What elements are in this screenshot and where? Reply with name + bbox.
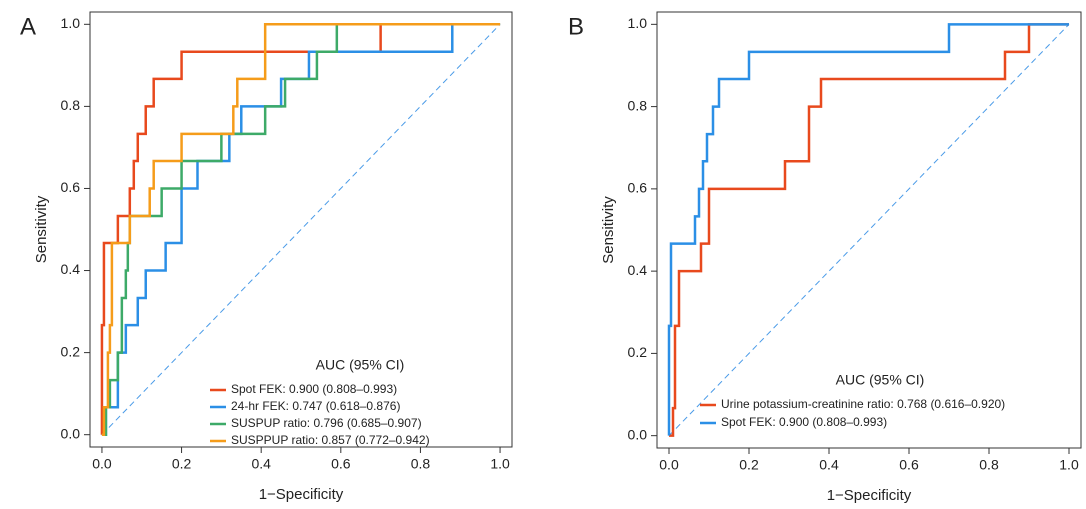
roc-curve [667,23,1069,436]
panel-label: A [20,13,36,40]
y-tick-label: 1.0 [61,15,81,31]
panel-label: B [568,13,584,40]
x-tick-label: 1.0 [1059,457,1079,473]
x-tick-label: 0.6 [331,456,351,472]
plot-frame [656,11,1082,449]
x-tick-label: 1.0 [490,456,510,472]
y-tick-label: 0.2 [628,344,648,360]
y-tick-label: 0.6 [61,179,81,195]
x-tick-label: 0.2 [739,457,759,473]
legend-label: Spot FEK: 0.900 (0.808–0.993) [231,382,397,396]
legend-label: Spot FEK: 0.900 (0.808–0.993) [721,415,887,429]
x-tick-label: 0.8 [411,456,431,472]
roc-curve [100,23,501,435]
x-axis-label: 1−Specificity [827,487,912,504]
y-tick-label: 1.0 [628,15,648,31]
x-tick-label: 0.2 [172,456,192,472]
roc-curve [101,23,501,436]
y-tick-label: 0.0 [628,426,648,442]
x-tick-label: 0.0 [659,457,679,473]
y-tick-label: 0.4 [61,261,81,277]
legend-label: SUSPUP ratio: 0.796 (0.685–0.907) [231,416,422,430]
y-tick-label: 0.4 [628,262,648,278]
legend-label: 24-hr FEK: 0.747 (0.618–0.876) [231,399,400,413]
legend-title: AUC (95% CI) [836,372,925,388]
y-tick-label: 0.6 [628,180,648,196]
plot-frame [89,11,513,448]
x-tick-label: 0.4 [251,456,271,472]
y-tick-label: 0.2 [61,343,81,359]
y-tick-label: 0.8 [628,97,648,113]
y-axis-label: Sensitivity [33,195,50,263]
roc-curve [669,23,1069,437]
legend-label: SUSPPUP ratio: 0.857 (0.772–0.942) [231,433,430,447]
x-tick-label: 0.6 [899,457,919,473]
x-tick-label: 0.0 [92,456,112,472]
y-tick-label: 0.8 [61,97,81,113]
x-axis-label: 1−Specificity [259,486,344,503]
x-tick-label: 0.4 [819,457,839,473]
reference-diagonal [101,23,501,436]
x-tick-label: 0.8 [979,457,999,473]
legend-title: AUC (95% CI) [316,357,405,373]
y-axis-label: Sensitivity [600,196,617,264]
reference-diagonal [668,23,1070,437]
legend-label: Urine potassium-creatinine ratio: 0.768 … [721,397,1005,411]
y-tick-label: 0.0 [61,425,81,441]
